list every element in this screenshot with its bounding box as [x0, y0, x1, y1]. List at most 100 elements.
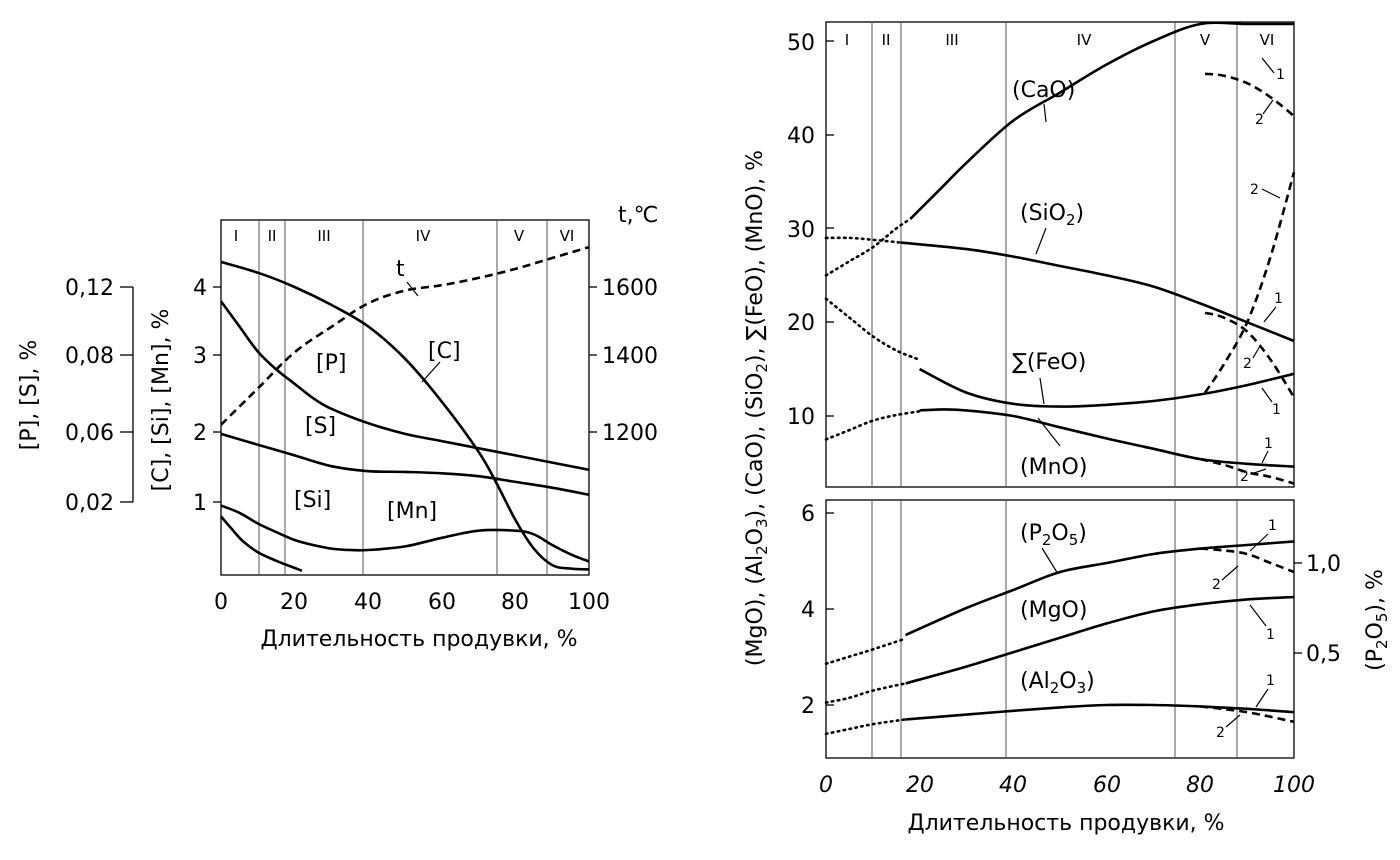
right-bottom-plot-frame [825, 499, 1295, 759]
label-CaO: (CaO) [1012, 78, 1075, 103]
leader-P2O5 [1041, 547, 1059, 575]
label-MnO: (MnO) [1020, 455, 1087, 480]
rb-y-tick-label: 2 [801, 694, 815, 719]
variant-label-MgO-1: 1 [1266, 627, 1275, 643]
left-zone-label-6: VI [560, 227, 575, 245]
variant-leader [1225, 714, 1241, 728]
rt-zone-label-3: III [945, 31, 958, 49]
left-outer-axis-title: [P], [S], % [17, 340, 42, 450]
right-top-plot-frame [825, 21, 1295, 488]
series-line-Si [219, 515, 303, 573]
left-zone-label-5: V [514, 227, 525, 245]
variant-label-FeO-1: 1 [1272, 402, 1281, 418]
series-line-Al2O3 [905, 703, 1295, 721]
left-x-tick-label: 20 [280, 590, 308, 615]
rt-y-tick-label: 30 [787, 218, 815, 243]
rt-zone-label-5: V [1200, 31, 1211, 49]
variant-label-P2O5-2: 2 [1212, 577, 1221, 593]
variant-label-MnO-1: 1 [1264, 436, 1273, 452]
left-outer-tick-label: 0,12 [65, 276, 114, 301]
series-line-MnO [919, 408, 1295, 468]
leader-FeO [1039, 377, 1045, 405]
left-x-tick-label: 0 [214, 590, 228, 615]
left-x-tick-label: 60 [428, 590, 456, 615]
rb-y-tick-label: 4 [801, 598, 815, 623]
left-inner-axis-title: [C], [Si], [Mn], % [149, 309, 174, 492]
rb-right-axis-title: (P2O5), % [1363, 569, 1391, 671]
variant-leader [1261, 450, 1269, 464]
variant-leader [1261, 387, 1273, 403]
leader-t [406, 281, 419, 297]
left-plot-frame [220, 219, 590, 576]
rb-x-tick-label: 20 [906, 773, 934, 798]
label-Mn: [Mn] [387, 499, 437, 524]
left-x-tick-label: 100 [568, 590, 610, 615]
variant-label-SiO2-2: 2 [1243, 356, 1252, 372]
variant-label-P2O5-1: 1 [1268, 518, 1277, 534]
series-line-MnO-dotted [824, 410, 921, 441]
series-line-Mn [220, 504, 590, 563]
series-line-S [220, 432, 590, 497]
label-SiO2: (SiO2) [1020, 201, 1084, 229]
variant-label-CaO-2: 2 [1255, 112, 1264, 128]
rb-right-axis-title-text: (P [1363, 649, 1388, 671]
variant-leader [1262, 99, 1274, 115]
series-line-CaO-variant2 [1204, 72, 1295, 118]
variant-leader [1252, 345, 1261, 359]
rb-x-tick-label: 100 [1273, 773, 1315, 798]
rt-y-tick-label: 50 [787, 31, 815, 56]
leader-SiO2 [1035, 227, 1047, 255]
left-zone-label-4: IV [416, 227, 431, 245]
variant-leader [1249, 604, 1267, 627]
left-zone-label-2: II [268, 227, 277, 245]
series-line-P [219, 300, 590, 472]
label-P2O5: (P2O5) [1020, 521, 1087, 549]
rt-zone-label-1: I [845, 31, 849, 49]
rb-y-tick-label: 6 [801, 502, 815, 527]
rb-left-axis-title-text: (MgO), (Al [743, 555, 768, 666]
rb-x-axis-title: Длительность продувки, % [907, 811, 1224, 836]
rt-y-tick-label: 20 [787, 311, 815, 336]
variant-label-Al2O3-2: 2 [1216, 725, 1225, 741]
series-line-Al2O3-dotted [824, 718, 907, 736]
rt-zone-label-4: IV [1077, 31, 1092, 49]
series-line-MgO [905, 595, 1295, 685]
series-line-MnO-variant2 [1200, 457, 1295, 485]
label-Si: [Si] [294, 488, 331, 513]
leader-MnO [1037, 417, 1061, 447]
left-x-tick-label: 80 [501, 590, 529, 615]
rt-y-tick-label: 40 [787, 124, 815, 149]
rb-x-tick-label: 80 [1186, 773, 1214, 798]
leader-CaO [1043, 103, 1047, 123]
left-outer-tick-label: 0,06 [65, 421, 114, 446]
series-line-t [220, 245, 590, 426]
label-P: [P] [316, 351, 346, 376]
variant-leader [1221, 565, 1239, 581]
series-line-SiO2 [900, 241, 1295, 343]
left-right-tick-label: 1200 [602, 421, 658, 446]
rb-x-tick-label: 60 [1093, 773, 1121, 798]
left-inner-tick-label: 4 [193, 276, 207, 301]
label-Al2O3: (Al2O3) [1020, 669, 1095, 697]
series-line-Al2O3-variant2 [1200, 705, 1295, 724]
right-top-chart: I II III IV V VI 50 40 30 20 10 (CaO) (S… [787, 21, 1296, 488]
variant-label-MnO-2: 2 [1240, 469, 1249, 485]
rt-zone-label-2: II [882, 31, 891, 49]
variant-label-SiO2-1: 1 [1274, 291, 1283, 307]
rb-x-tick-label: 40 [999, 773, 1027, 798]
variant-leader [1261, 57, 1275, 74]
left-inner-tick-label: 1 [193, 491, 207, 516]
left-x-axis-title: Длительность продувки, % [260, 627, 577, 652]
series-line-CaO-dotted [824, 217, 912, 277]
series-line-CaO [909, 21, 1294, 221]
left-right-axis-title: t,℃ [618, 203, 658, 228]
label-Al2O3-text: (Al [1020, 669, 1050, 694]
rt-y-tick-label: 10 [787, 405, 815, 430]
left-right-tick-label: 1400 [602, 344, 658, 369]
variant-leader [1249, 533, 1269, 552]
series-line-FeO-dotted [824, 297, 921, 362]
series-line-P2O5-variant2 [1200, 547, 1295, 574]
variant-label-Al2O3-1: 1 [1266, 673, 1275, 689]
series-line-FeO-variant2-rising [1204, 171, 1296, 394]
series-line-P2O5 [905, 540, 1295, 637]
